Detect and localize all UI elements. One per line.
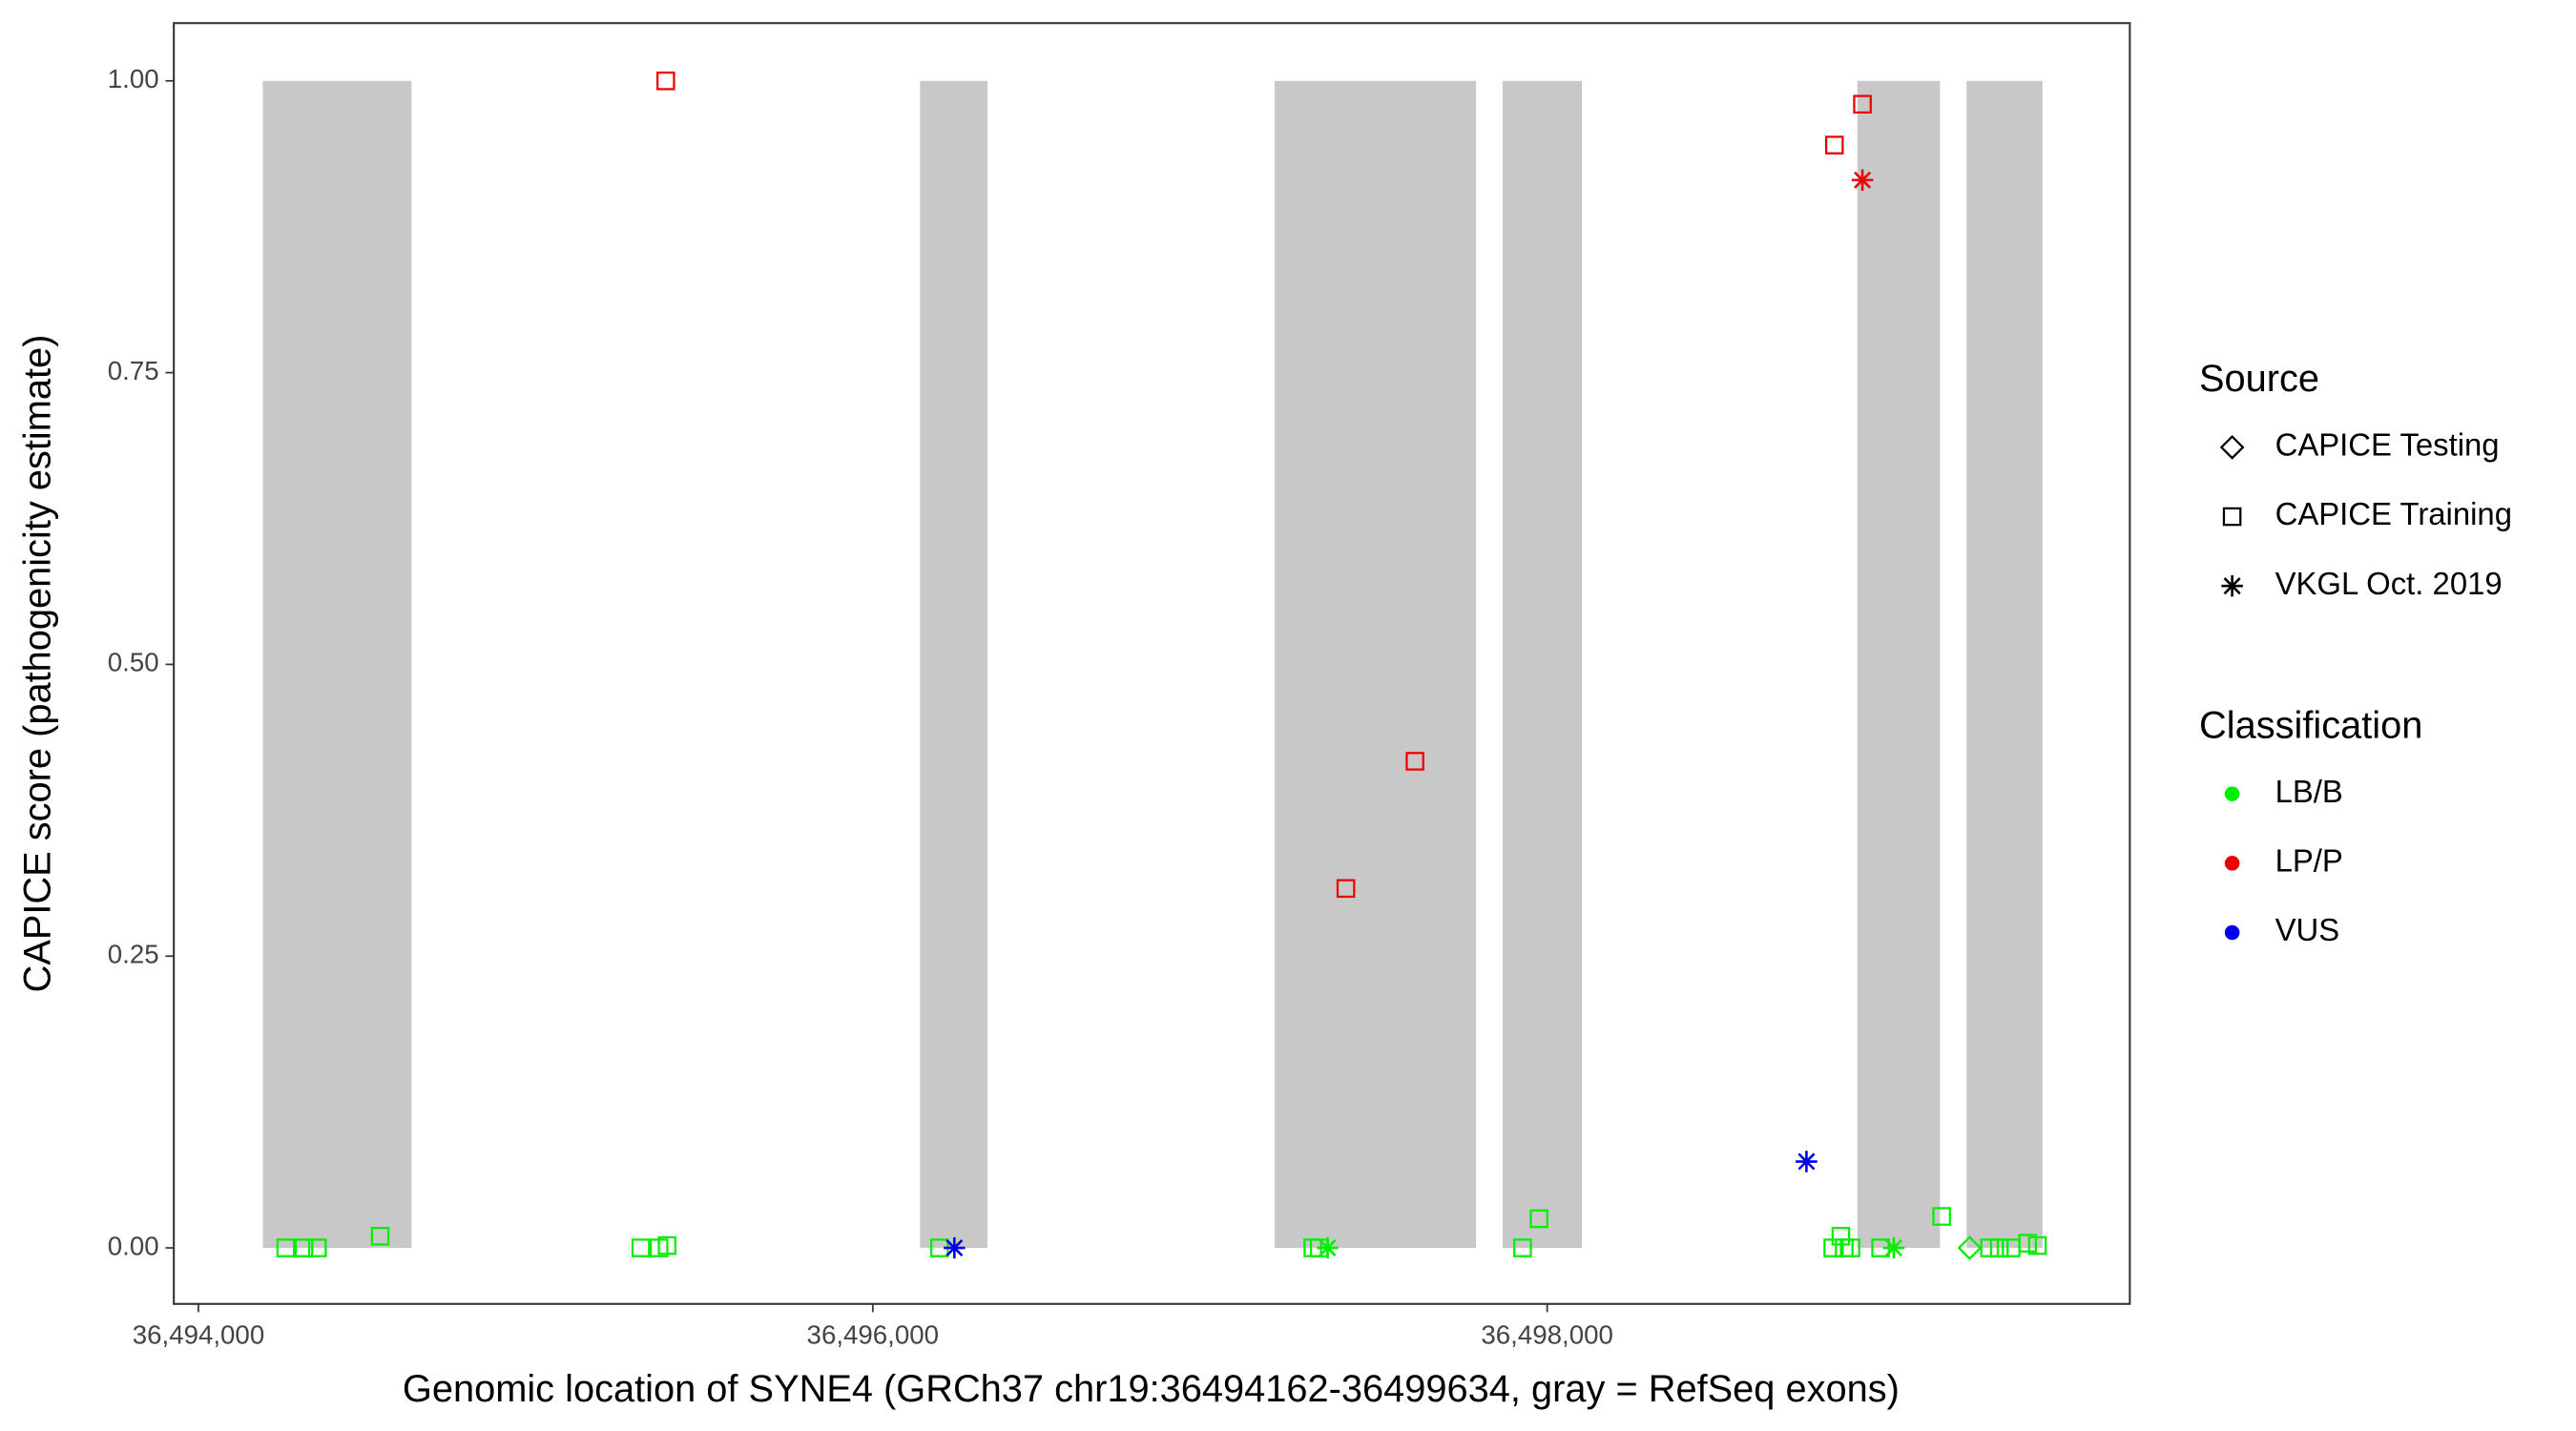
x-axis-title: Genomic location of SYNE4 (GRCh37 chr19:… xyxy=(403,1368,1900,1410)
legend-label: VUS xyxy=(2275,912,2340,947)
point xyxy=(1853,94,1872,114)
y-tick-label: 0.25 xyxy=(108,940,159,969)
y-axis-title: CAPICE score (pathogenicity estimate) xyxy=(17,335,59,993)
series xyxy=(1851,169,1874,191)
point xyxy=(1317,1236,1339,1259)
point xyxy=(944,1236,966,1259)
point xyxy=(1932,1207,1951,1226)
point xyxy=(1796,1151,1818,1172)
x-tick-label: 36,496,000 xyxy=(807,1320,940,1350)
point xyxy=(294,1238,314,1257)
point xyxy=(2027,1235,2047,1255)
point xyxy=(656,71,675,91)
exon xyxy=(1857,80,1941,1249)
x-tick-label: 36,498,000 xyxy=(1481,1320,1613,1350)
series xyxy=(656,71,1872,899)
point xyxy=(1957,1235,1983,1260)
y-tick-label: 0.50 xyxy=(108,648,159,677)
point xyxy=(1851,169,1874,191)
series xyxy=(944,1151,1818,1259)
point xyxy=(370,1227,390,1246)
y-tick-label: 0.00 xyxy=(108,1231,159,1260)
point xyxy=(1529,1209,1548,1229)
legend-label: LP/P xyxy=(2275,843,2343,879)
point xyxy=(657,1235,677,1255)
point xyxy=(1841,1238,1860,1257)
series xyxy=(1317,1236,1905,1259)
series xyxy=(1957,1235,1983,1260)
legend-symbol xyxy=(2224,786,2240,801)
exon xyxy=(920,80,987,1249)
point xyxy=(1513,1238,1532,1257)
legend-label: VKGL Oct. 2019 xyxy=(2275,566,2503,601)
point xyxy=(1989,1238,2009,1257)
point xyxy=(1336,879,1356,899)
legend-symbol xyxy=(2224,856,2240,871)
legend-label: LB/B xyxy=(2275,774,2343,809)
legend-symbol xyxy=(2219,435,2245,460)
point xyxy=(631,1238,651,1257)
exon xyxy=(1502,80,1583,1249)
point xyxy=(1824,135,1844,155)
legend-symbol xyxy=(2224,924,2240,941)
y-tick-label: 1.00 xyxy=(108,64,159,93)
legend-title: Classification xyxy=(2199,704,2422,746)
point xyxy=(276,1238,296,1257)
x-tick-label: 36,494,000 xyxy=(133,1320,265,1350)
legend-symbol xyxy=(2222,507,2242,527)
exon xyxy=(1275,80,1477,1249)
plot-border xyxy=(173,22,2131,1305)
point xyxy=(2018,1234,2038,1253)
exon xyxy=(1966,80,2043,1249)
point xyxy=(1831,1227,1851,1246)
series xyxy=(276,1207,2047,1257)
y-tick-label: 0.75 xyxy=(108,356,159,385)
point xyxy=(1405,752,1424,771)
legend-label: CAPICE Testing xyxy=(2275,427,2500,463)
point xyxy=(1882,1236,1905,1259)
legend-label: CAPICE Training xyxy=(2275,496,2512,531)
point xyxy=(307,1238,327,1257)
legend-symbol xyxy=(2221,574,2243,597)
exon xyxy=(262,80,412,1249)
legend-title: Source xyxy=(2199,358,2319,400)
